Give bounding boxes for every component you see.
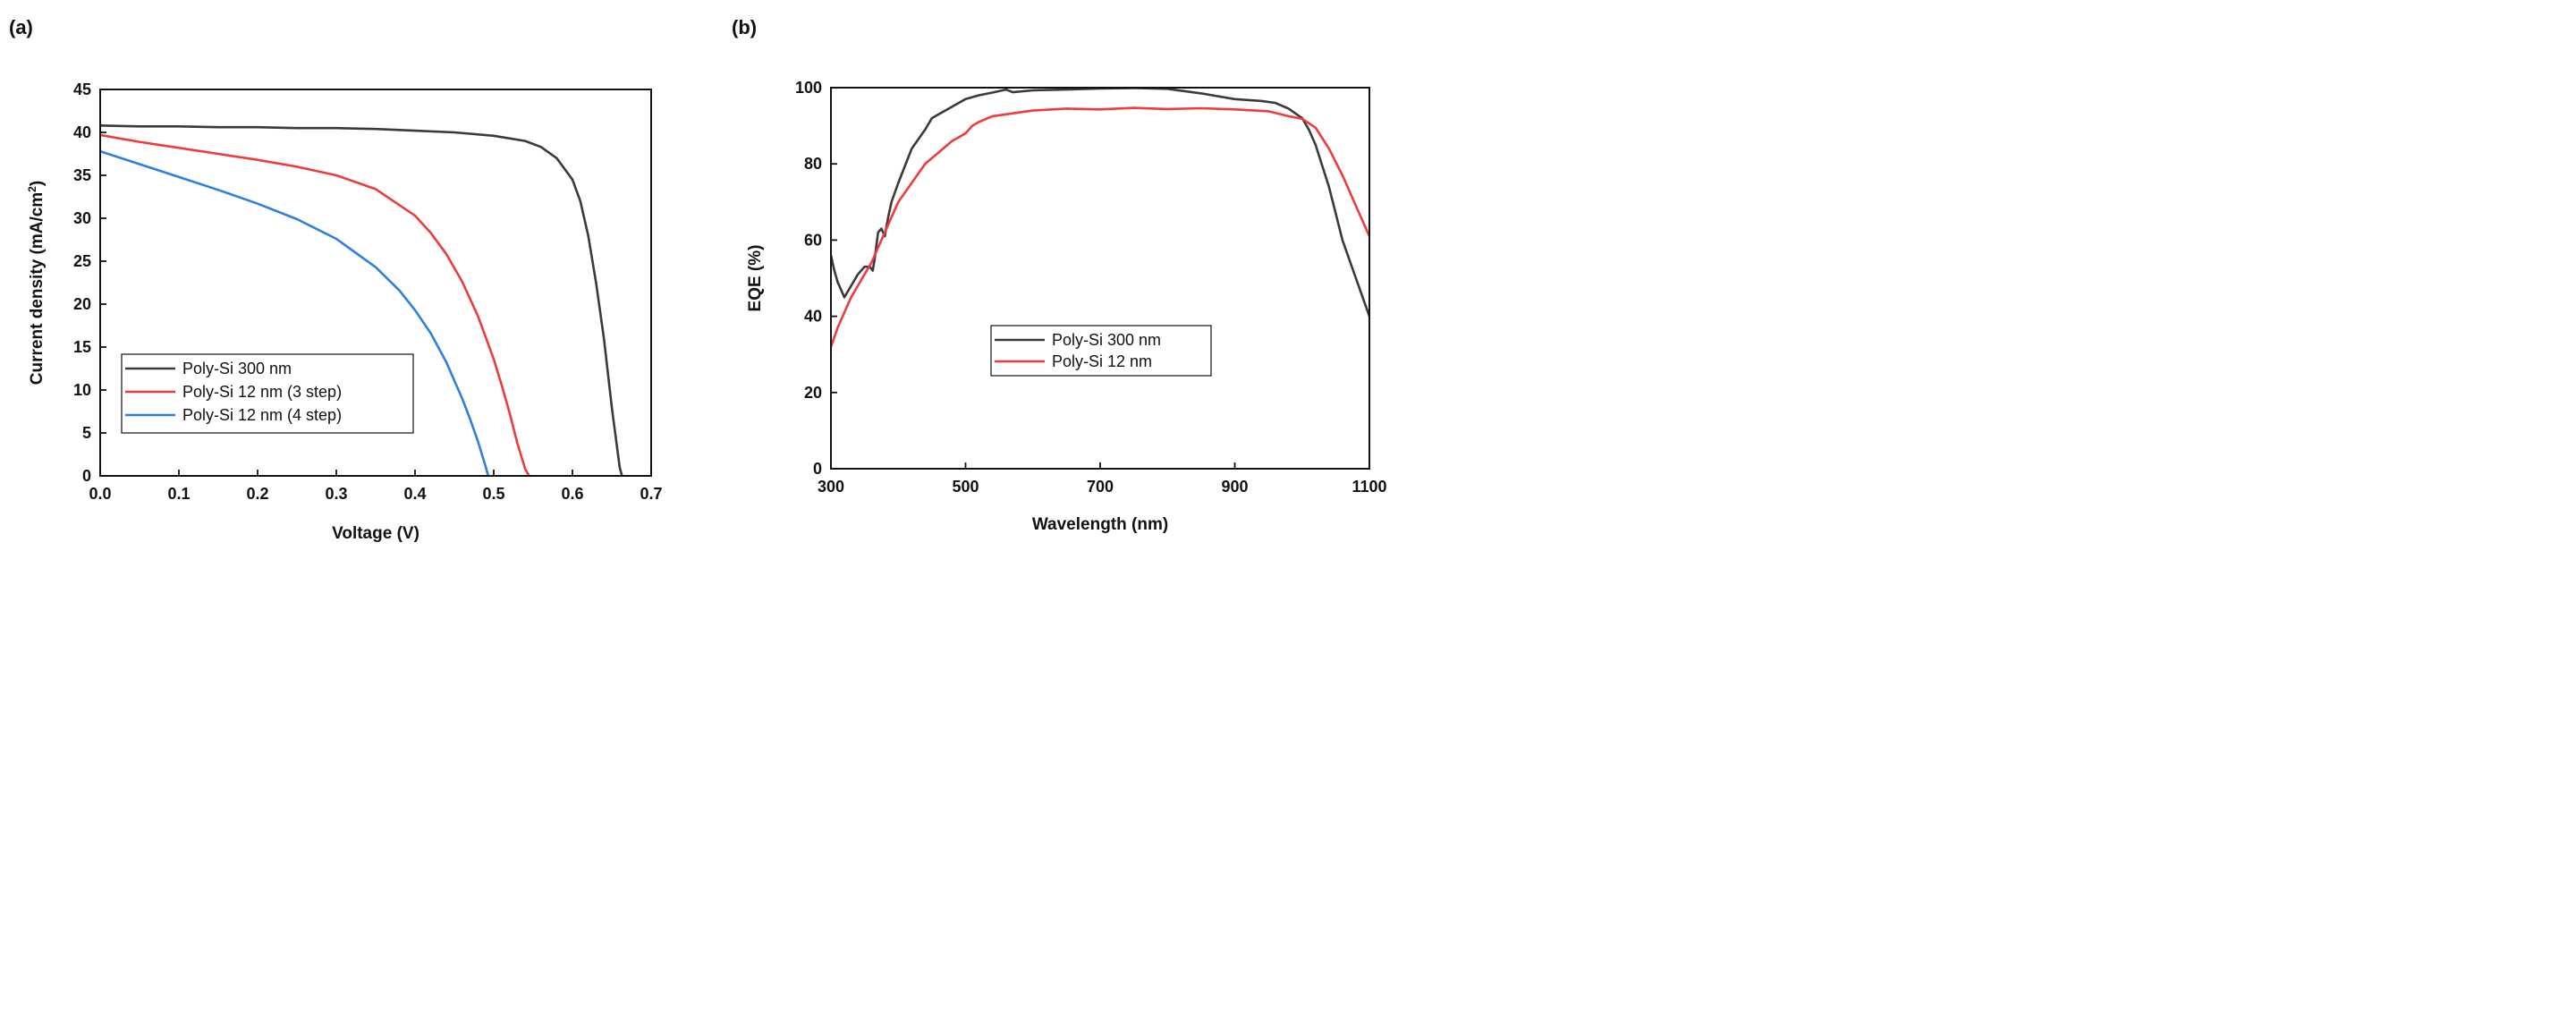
panel-a-y-tick-label: 10 (73, 381, 91, 399)
panel-b-x-tick-label: 300 (818, 478, 844, 496)
panel-a-y-axis-title: Current density (mA/cm2) (26, 181, 47, 385)
panel-a-series-line-2 (100, 133, 530, 476)
panel-a-jv-chart: (a) 0.0 0.1 0.2 0.3 0.4 0.5 0.6 0.7 0 5 10 15 20 25 3… (9, 16, 663, 543)
panel-a-series-line-1 (100, 124, 623, 476)
panel-a-x-tick-label: 0.6 (561, 485, 583, 503)
panel-a-label: (a) (9, 16, 33, 38)
panel-a-y-tick-label: 20 (73, 295, 91, 313)
panel-a-x-tick-label: 0.3 (325, 485, 347, 503)
panel-a-y-tick-label: 40 (73, 123, 91, 141)
figure-canvas: (a) 0.0 0.1 0.2 0.3 0.4 0.5 0.6 0.7 0 5 10 15 20 25 3… (9, 16, 1387, 543)
panel-a-y-tick-label: 35 (73, 166, 91, 184)
panel-a-x-tick-label: 0.5 (482, 485, 504, 503)
panel-a-legend: Poly-Si 300 nm Poly-Si 12 nm (3 step) Poly… (121, 353, 414, 434)
panel-a-series-line-3 (100, 149, 490, 476)
panel-b-y-axis-title: EQE (%) (746, 245, 765, 312)
panel-b-label: (b) (732, 16, 757, 38)
panel-b-x-tick-label: 900 (1221, 478, 1248, 496)
panel-b-y-tick-label: 60 (804, 231, 822, 249)
panel-b-x-tick-label: 700 (1087, 478, 1114, 496)
panel-a-x-tick-label: 0.0 (89, 485, 111, 503)
panel-b-y-tick-label: 100 (795, 79, 822, 97)
panel-b-series-line-1 (831, 88, 1369, 318)
panel-b-y-tick-label: 20 (804, 384, 822, 402)
panel-a-legend-box (121, 353, 414, 434)
panel-a-y-tick-label: 0 (82, 467, 91, 485)
panel-b-eqe-chart: (b) 300 500 700 900 1100 0 20 40 60 80 100 Wavele… (732, 16, 1387, 534)
panel-a-x-tick-label: 0.7 (640, 485, 662, 503)
panel-b-series-line-2 (831, 106, 1369, 348)
panel-b-x-axis-title: Wavelength (nm) (1032, 515, 1168, 534)
panel-a-legend-label-2: Poly-Si 12 nm (3 step) (182, 383, 342, 401)
panel-a-x-tick-label: 0.4 (403, 485, 426, 503)
panel-a-y-tick-label: 5 (82, 424, 91, 442)
panel-a-y-tick-label: 15 (73, 338, 91, 356)
panel-a-y-tick-label: 25 (73, 252, 91, 270)
panel-a-x-tick-label: 0.1 (167, 485, 190, 503)
panel-a-plot-frame (99, 89, 652, 477)
panel-a-x-tick-label: 0.2 (246, 485, 268, 503)
panel-a-x-axis-title: Voltage (V) (332, 524, 419, 543)
panel-a-y-tick-label: 30 (73, 209, 91, 227)
panel-b-legend-box (990, 325, 1212, 377)
panel-b-y-tick-label: 80 (804, 155, 822, 173)
panel-a-legend-label-1: Poly-Si 300 nm (182, 360, 292, 377)
panel-b-plot-frame (830, 87, 1370, 470)
panel-a-y-tick-label: 45 (73, 81, 91, 98)
panel-b-legend-label-1: Poly-Si 300 nm (1052, 331, 1161, 349)
panel-b-x-tick-label: 500 (952, 478, 979, 496)
panel-b-legend: Poly-Si 300 nm Poly-Si 12 nm (990, 325, 1212, 377)
panel-b-y-tick-label: 40 (804, 308, 822, 326)
panel-b-x-tick-label: 1100 (1352, 478, 1386, 496)
panel-b-y-tick-label: 0 (813, 460, 822, 478)
panel-a-legend-label-3: Poly-Si 12 nm (4 step) (182, 406, 342, 424)
panel-b-legend-label-2: Poly-Si 12 nm (1052, 352, 1152, 370)
